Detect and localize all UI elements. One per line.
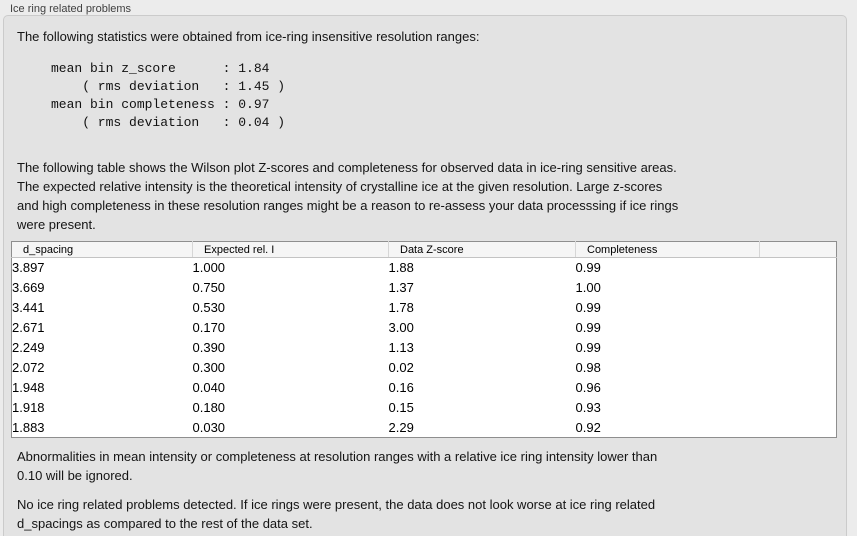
table-cell: 0.99: [575, 340, 601, 355]
table-row[interactable]: 1.883 0.030 2.29 0.92: [12, 418, 837, 438]
table-cell: 2.249: [12, 340, 45, 355]
table-intro-text: The following table shows the Wilson plo…: [17, 160, 679, 232]
table-cell: 2.29: [388, 419, 414, 435]
table-row[interactable]: 1.948 0.040 0.16 0.96: [12, 378, 837, 398]
table-cell: 1.00: [575, 280, 601, 295]
table-cell: 0.02: [388, 360, 414, 375]
table-cell-empty: [760, 318, 837, 338]
table-row[interactable]: 2.249 0.390 1.13 0.99: [12, 338, 837, 358]
table-cell: 0.92: [575, 419, 601, 435]
table-cell: 1.78: [388, 300, 414, 315]
table-cell-empty: [760, 358, 837, 378]
table-cell: 0.98: [575, 360, 601, 375]
table-cell: 0.99: [575, 260, 601, 276]
table-cell-empty: [760, 298, 837, 318]
groupbox-title: Ice ring related problems: [10, 3, 132, 15]
table-cell: 0.15: [388, 400, 414, 415]
table-cell: 0.180: [192, 400, 226, 415]
table-cell: 0.99: [575, 320, 601, 335]
table-cell: 0.93: [575, 400, 601, 415]
table-cell: 0.030: [192, 419, 226, 435]
table-row[interactable]: 1.918 0.180 0.15 0.93: [12, 398, 837, 418]
ignore-note-text: Abnormalities in mean intensity or compl…: [17, 449, 658, 483]
table-cell-empty: [760, 418, 837, 438]
table-cell: 0.530: [192, 300, 226, 315]
table-cell-empty: [760, 258, 837, 278]
table-cell: 1.13: [388, 340, 414, 355]
table-cell: 2.671: [12, 320, 45, 335]
table-cell: 2.072: [12, 360, 45, 375]
table-cell-empty: [760, 378, 837, 398]
table-row[interactable]: 3.669 0.750 1.37 1.00: [12, 278, 837, 298]
table-cell: 3.897: [12, 260, 45, 276]
column-header-d-spacing[interactable]: d_spacing: [11, 241, 193, 258]
table-cell: 0.170: [192, 320, 226, 335]
column-header-empty: [759, 241, 837, 258]
table-cell: 0.96: [575, 380, 601, 395]
table-cell: 0.16: [388, 380, 414, 395]
table-cell: 1.88: [388, 260, 414, 276]
table-cell: 1.948: [12, 380, 45, 395]
table-cell: 1.918: [12, 400, 45, 415]
table-row[interactable]: 3.441 0.530 1.78 0.99: [12, 298, 837, 318]
table-cell-empty: [760, 278, 837, 298]
table-cell: 0.99: [575, 300, 601, 315]
column-header-data-z-score[interactable]: Data Z-score: [388, 241, 576, 258]
table-cell: 3.669: [12, 280, 45, 295]
stats-intro-text: The following statistics were obtained f…: [17, 29, 480, 44]
table-row[interactable]: 3.897 1.000 1.88 0.99: [12, 258, 837, 278]
table-cell: 0.040: [192, 380, 226, 395]
table-row[interactable]: 2.072 0.300 0.02 0.98: [12, 358, 837, 378]
ice-ring-table: d_spacing Expected rel. I Data Z-score C…: [11, 241, 837, 438]
stats-summary-block: mean bin z_score : 1.84 ( rms deviation …: [51, 61, 286, 130]
table-cell-empty: [760, 338, 837, 358]
table-cell: 0.750: [192, 280, 226, 295]
table-cell: 1.883: [12, 419, 45, 435]
table-row[interactable]: 2.671 0.170 3.00 0.99: [12, 318, 837, 338]
column-header-expected-rel-i[interactable]: Expected rel. I: [192, 241, 389, 258]
table-cell: 1.37: [388, 280, 414, 295]
table-cell: 1.000: [192, 260, 226, 276]
table-cell-empty: [760, 398, 837, 418]
table-cell: 3.00: [388, 320, 414, 335]
ice-ring-panel: The following statistics were obtained f…: [3, 15, 847, 536]
table-cell: 0.390: [192, 340, 226, 355]
column-header-completeness[interactable]: Completeness: [575, 241, 760, 258]
table-cell: 0.300: [192, 360, 226, 375]
table-cell: 3.441: [12, 300, 45, 315]
conclusion-text: No ice ring related problems detected. I…: [17, 497, 656, 531]
table-header-row: d_spacing Expected rel. I Data Z-score C…: [11, 241, 837, 258]
